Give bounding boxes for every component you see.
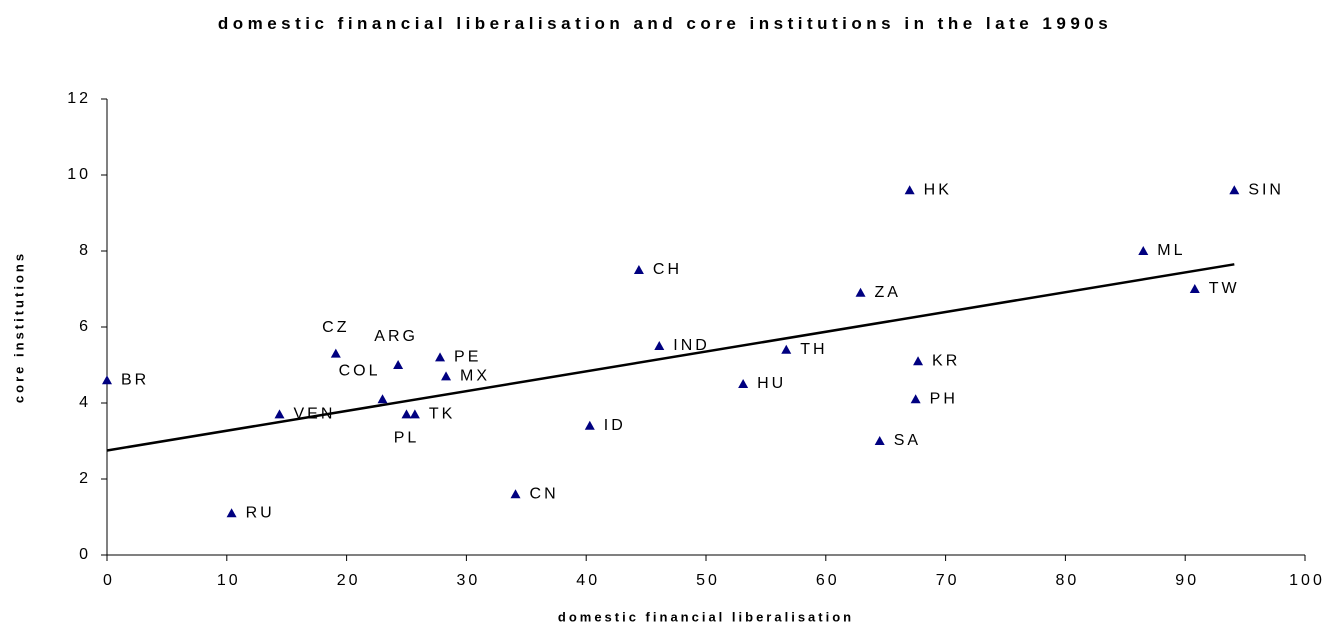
point	[330, 348, 341, 358]
point	[510, 489, 521, 499]
point-label: TW	[1209, 280, 1240, 297]
point-label: CH	[653, 261, 682, 278]
point	[393, 360, 404, 369]
point	[274, 409, 285, 419]
point-label: PH	[930, 390, 958, 407]
point	[441, 371, 452, 381]
x-axis-title: domestic financial liberalisation	[558, 609, 854, 624]
point	[1189, 284, 1200, 293]
point	[409, 409, 420, 419]
chart-title: domestic financial liberalisation and co…	[217, 14, 1113, 33]
point-label: PL	[394, 430, 420, 447]
point	[435, 352, 446, 362]
point	[913, 356, 924, 366]
x-tick-label: 80	[1056, 572, 1080, 589]
y-tick-label: 8	[79, 242, 91, 259]
y-tick-label: 2	[79, 470, 91, 487]
point-label: ID	[604, 417, 626, 434]
point-label: PE	[454, 349, 481, 366]
point	[654, 341, 665, 350]
point	[401, 409, 412, 419]
point-label: ARG	[374, 328, 418, 345]
x-tick-label: 10	[217, 572, 241, 589]
x-tick-label: 30	[457, 572, 481, 589]
y-tick-label: 10	[67, 166, 91, 183]
point-label: ML	[1157, 242, 1185, 259]
point-label: TK	[429, 406, 455, 423]
point-label: RU	[246, 504, 275, 521]
point-label: CZ	[322, 319, 349, 336]
point	[377, 394, 388, 404]
point-label: SIN	[1248, 181, 1284, 198]
point	[904, 185, 915, 195]
point-label: CN	[530, 485, 559, 502]
point-label: BR	[121, 371, 149, 388]
point-label: ZA	[875, 284, 901, 301]
point-label: IND	[673, 337, 710, 354]
point	[738, 379, 749, 388]
x-tick-label: 70	[936, 572, 960, 589]
point	[226, 508, 237, 518]
point	[102, 375, 112, 385]
point-label: COL	[339, 362, 381, 379]
point	[910, 394, 921, 404]
point	[584, 420, 595, 430]
x-tick-label: 20	[337, 572, 361, 589]
x-tick-label: 60	[816, 572, 840, 589]
point-label: KR	[932, 352, 960, 369]
point	[781, 344, 792, 354]
point	[874, 436, 885, 445]
x-tick-label: 90	[1175, 572, 1199, 589]
trendline	[106, 263, 1235, 452]
point-label: MX	[460, 368, 490, 385]
y-tick-label: 6	[79, 318, 91, 335]
point	[1229, 185, 1240, 195]
point-label: TH	[800, 341, 827, 358]
point-label: SA	[894, 432, 921, 449]
x-tick-label: 100	[1289, 572, 1325, 589]
point-label: HU	[757, 375, 786, 392]
y-axis-title: core institutions	[11, 251, 26, 403]
point-label: VEN	[294, 406, 336, 423]
x-tick-label: 0	[103, 572, 115, 589]
point-label: HK	[924, 181, 952, 198]
y-tick-label: 0	[79, 546, 91, 563]
point	[1138, 246, 1149, 255]
point	[855, 287, 866, 297]
y-tick-label: 12	[67, 90, 91, 107]
x-tick-label: 50	[696, 572, 720, 589]
y-tick-label: 4	[79, 394, 91, 411]
x-tick-label: 40	[576, 572, 600, 589]
point	[633, 265, 644, 274]
